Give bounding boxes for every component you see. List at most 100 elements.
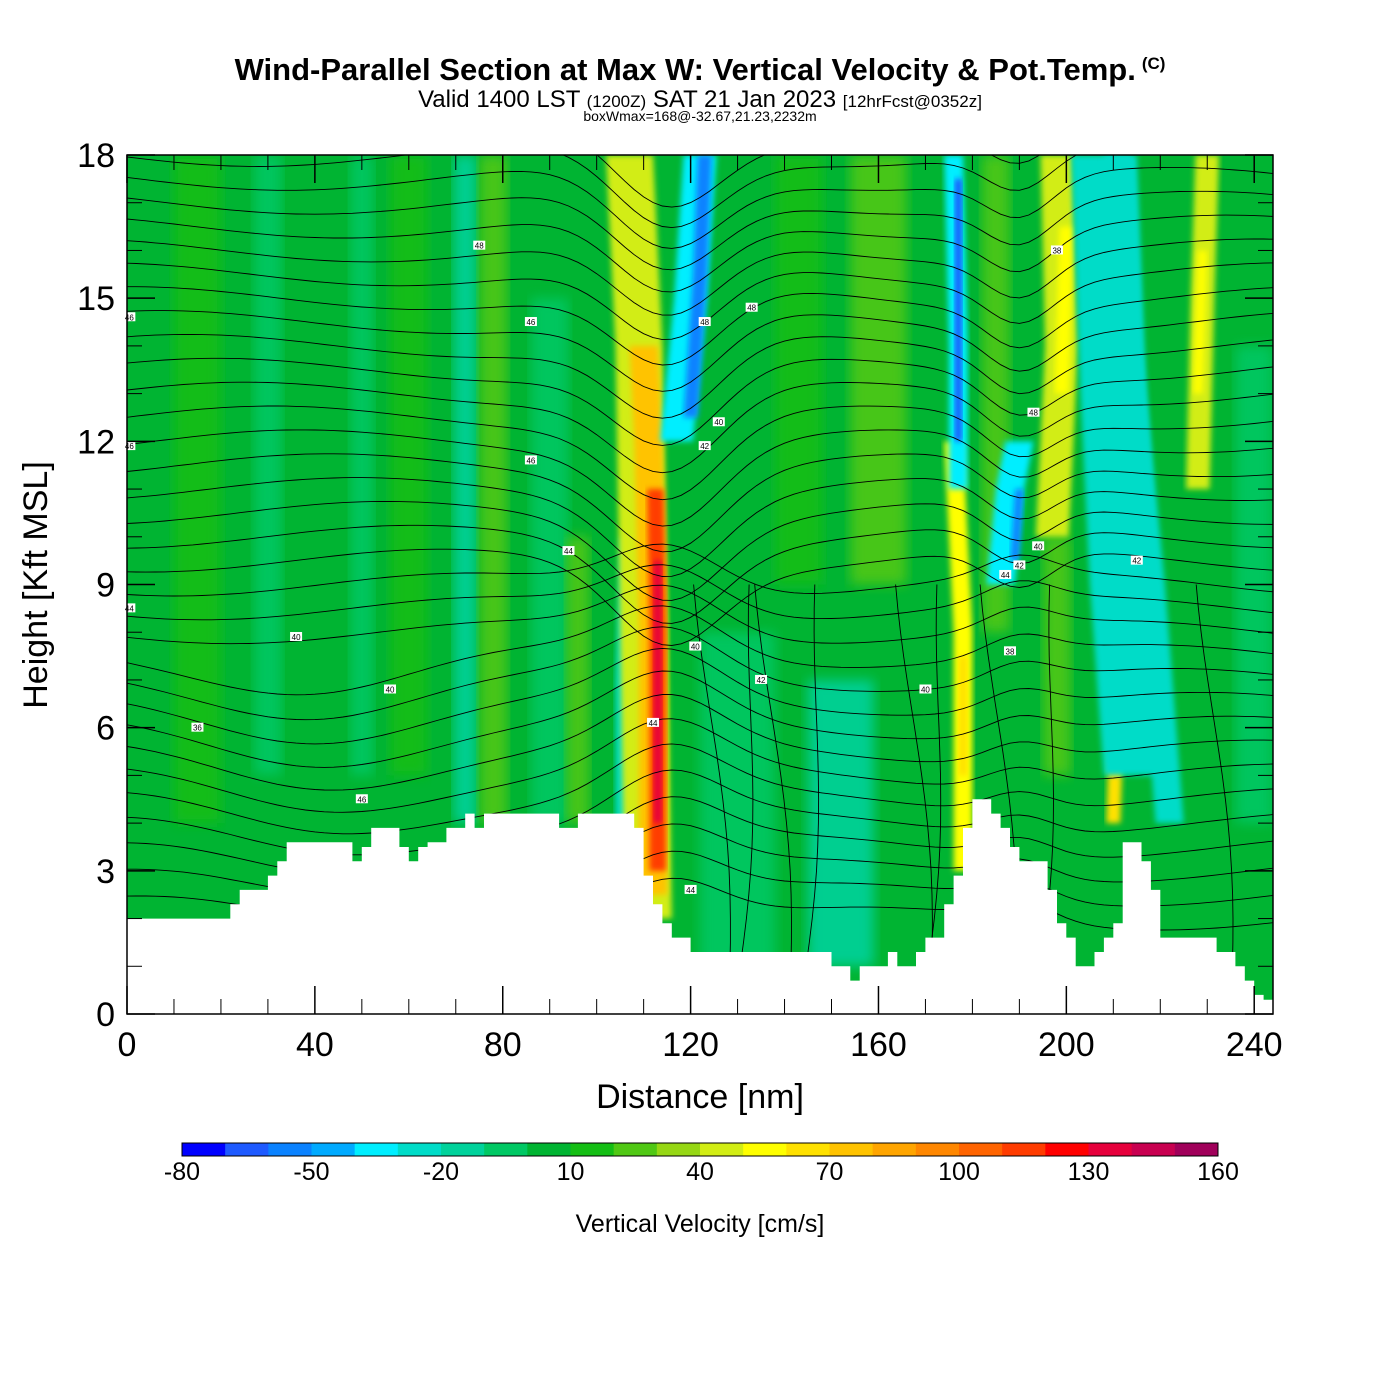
- y-tick-label: 9: [96, 567, 115, 605]
- field-stripe: [808, 679, 874, 967]
- contour-label-text: 42: [1015, 561, 1024, 570]
- field-stripe: [530, 298, 569, 824]
- theta-contour: [127, 333, 1273, 419]
- colorbar-label: Vertical Velocity [cm/s]: [576, 1210, 825, 1238]
- colorbar-frame: [181, 1142, 1219, 1157]
- x-tick-label: 40: [296, 1026, 334, 1064]
- contour-label-text: 44: [686, 886, 695, 895]
- contour-label-text: 40: [1034, 542, 1043, 551]
- colorbar-swatch: [225, 1143, 269, 1156]
- theta-contour: [127, 166, 1273, 249]
- contour-label: 46: [123, 312, 136, 322]
- contour-label: 40: [290, 631, 303, 642]
- chart-title: Wind-Parallel Section at Max W: Vertical…: [234, 52, 1166, 87]
- contour-label-text: 48: [747, 304, 756, 313]
- field-stripe: [1042, 536, 1072, 776]
- colorbar-tick-label: -20: [423, 1158, 459, 1186]
- colorbar-swatch: [829, 1143, 874, 1156]
- y-axis-label: Height [Kft MSL]: [17, 461, 55, 709]
- colorbar-swatch: [743, 1143, 787, 1156]
- colorbar-swatch: [700, 1143, 744, 1156]
- contour-label-text: 46: [526, 318, 535, 327]
- contour-label: 38: [1050, 245, 1063, 255]
- colorbar-swatch: [1174, 1143, 1219, 1156]
- contour-label-text: 38: [1052, 246, 1061, 255]
- theta-contour: [127, 647, 1273, 745]
- theta-contour: [127, 238, 1273, 316]
- contour-label-text: 44: [564, 547, 573, 556]
- contour-label: 40: [689, 641, 702, 652]
- colorbar-tick-label: -50: [293, 1158, 329, 1186]
- y-tick-label: 12: [77, 423, 115, 461]
- colorbar-swatch: [1131, 1143, 1176, 1156]
- theta-contour: [1195, 584, 1234, 991]
- theta-contour: [127, 155, 1078, 229]
- theta-contour: [127, 548, 1273, 646]
- contour-label-text: 44: [649, 719, 658, 728]
- field-stripe: [775, 155, 823, 585]
- theta-contour: [127, 584, 1273, 645]
- colorbar: -80 -50 -20 10 40 70 100 130 160: [164, 1142, 1239, 1186]
- contour-label: 42: [1130, 555, 1143, 566]
- contour-labels: 36 40 40 40 42 44 44 44 46 46 46 46 48 48 48 40 42 44 42 40…: [123, 240, 1143, 895]
- theta-contour: [127, 718, 1273, 813]
- contour-label-text: 46: [125, 313, 134, 322]
- colorbar-swatch: [1088, 1143, 1133, 1156]
- theta-contour: [127, 190, 1273, 271]
- y-tick-label: 15: [77, 280, 115, 318]
- field-stripe: [453, 155, 477, 824]
- contour-label-text: 42: [1132, 557, 1141, 566]
- theta-contour: [127, 381, 1273, 474]
- theta-contour: [127, 477, 1273, 577]
- y-tick-label: 18: [77, 137, 115, 175]
- colorbar-swatch: [484, 1143, 528, 1156]
- chart-subtitle: Valid 1400 LST (1200Z) SAT 21 Jan 2023 […: [418, 86, 982, 113]
- x-tick-label: 160: [850, 1026, 907, 1064]
- theta-contour: [127, 453, 1273, 553]
- theta-contour: [127, 743, 1273, 835]
- contour-label: 48: [1027, 407, 1040, 418]
- theta-contour: [127, 605, 1273, 696]
- x-tick-label: 120: [662, 1026, 719, 1064]
- field-stripe: [850, 155, 907, 585]
- colorbar-swatch: [527, 1143, 571, 1156]
- colorbar-tick-label: 160: [1197, 1158, 1239, 1186]
- theta-contour: [127, 214, 1273, 293]
- theta-contour: [736, 584, 754, 991]
- colorbar-swatch: [397, 1143, 442, 1156]
- terrain-mask: [127, 799, 1273, 1014]
- field-stripe: [253, 155, 282, 776]
- x-tick-label: 240: [1226, 1026, 1283, 1064]
- theta-contour: [127, 310, 1273, 392]
- colorbar-swatch: [268, 1143, 312, 1156]
- contour-label-text: 46: [357, 795, 366, 804]
- contour-label-text: 48: [475, 242, 484, 251]
- contour-label: 40: [712, 417, 725, 427]
- contour-label: 42: [698, 441, 711, 451]
- contour-label: 44: [647, 717, 660, 728]
- colorbar-tick-label: -80: [164, 1158, 200, 1186]
- contour-label-text: 40: [714, 418, 723, 427]
- contour-label-text: 48: [1029, 409, 1038, 418]
- contour-label-text: 42: [700, 442, 709, 451]
- colorbar-tick-label: 40: [686, 1158, 714, 1186]
- theta-contour: [127, 286, 1273, 366]
- contour-label: 36: [191, 722, 204, 733]
- theta-contour: [596, 155, 1041, 208]
- box-info: boxWmax=168@-32.67,21.23,2232m: [583, 108, 817, 124]
- y-tick-label: 3: [96, 853, 115, 891]
- colorbar-swatch: [1045, 1143, 1089, 1156]
- theta-contour: [127, 670, 1273, 768]
- contour-label: 48: [698, 317, 711, 327]
- colorbar-swatch: [613, 1143, 658, 1156]
- x-tick-label: 80: [484, 1026, 522, 1064]
- colorbar-tick-label: 70: [816, 1158, 844, 1186]
- theta-contour: [127, 429, 1273, 527]
- contour-label: 44: [684, 884, 697, 895]
- colorbar-swatch: [872, 1143, 917, 1156]
- contour-label: 46: [524, 455, 537, 465]
- contour-label: 40: [919, 684, 932, 694]
- downdraft-band: [1010, 489, 1024, 561]
- contour-label-text: 36: [193, 724, 202, 733]
